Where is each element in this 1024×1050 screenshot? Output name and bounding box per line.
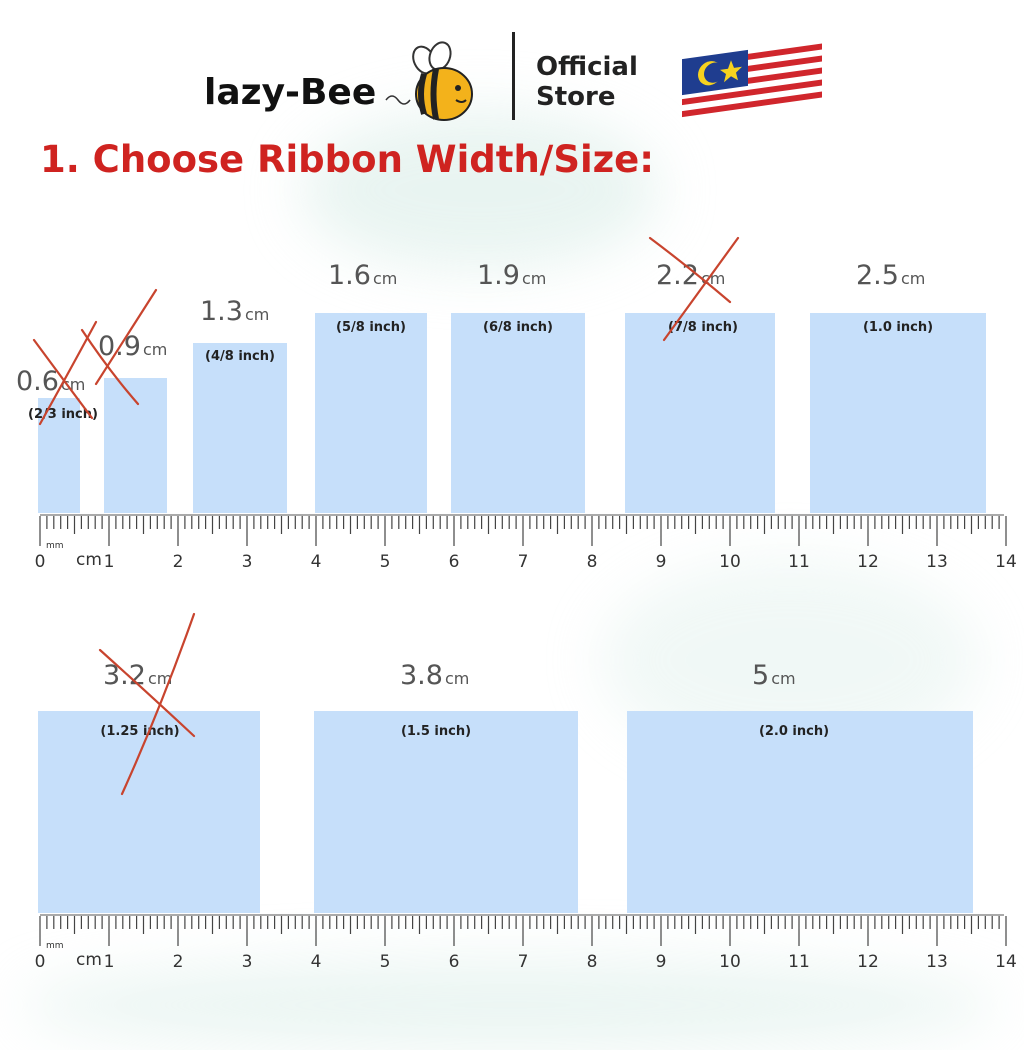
ruler-number: 12 bbox=[857, 952, 879, 972]
ruler-number: 8 bbox=[587, 552, 598, 572]
ruler-number: 0 bbox=[35, 552, 46, 572]
ruler-number: 13 bbox=[926, 952, 948, 972]
ribbon-size-label: 0.9 cm bbox=[98, 331, 168, 362]
official-store-label: Official Store bbox=[536, 52, 638, 112]
ruler-number: 2 bbox=[173, 952, 184, 972]
ruler-number: 5 bbox=[380, 552, 391, 572]
section-title: 1. Choose Ribbon Width/Size: bbox=[40, 138, 655, 181]
brand-logo-text: lazy-Bee bbox=[204, 72, 377, 113]
ruler-number: 1 bbox=[104, 552, 115, 572]
ribbon-inch-label: (5/8 inch) bbox=[336, 320, 406, 335]
ruler-number: 12 bbox=[857, 552, 879, 572]
store-line2: Store bbox=[536, 82, 616, 112]
ruler-mm-label: mm bbox=[46, 541, 64, 551]
ruler-number: 9 bbox=[656, 552, 667, 572]
header-divider bbox=[512, 32, 515, 120]
ribbon-size-label: 3.2 cm bbox=[103, 660, 173, 691]
ribbon-1.3cm[interactable] bbox=[193, 343, 287, 513]
ribbon-size-label: 5 cm bbox=[752, 660, 796, 691]
ruler-number: 8 bbox=[587, 952, 598, 972]
store-line1: Official bbox=[536, 52, 638, 82]
ruler-number: 10 bbox=[719, 552, 741, 572]
ruler-number: 1 bbox=[104, 952, 115, 972]
ruler-number: 13 bbox=[926, 552, 948, 572]
ruler-mm-label: mm bbox=[46, 941, 64, 951]
ribbon-1.6cm[interactable] bbox=[315, 313, 427, 513]
ribbon-1.9cm[interactable] bbox=[451, 313, 585, 513]
ribbon-size-label: 3.8 cm bbox=[400, 660, 470, 691]
ribbon-size-label: 2.5 cm bbox=[856, 260, 926, 291]
ruler-cm-label: cm bbox=[76, 550, 102, 570]
ruler-number: 7 bbox=[518, 952, 529, 972]
ribbon-inch-label: (1.5 inch) bbox=[400, 724, 472, 739]
ruler-number: 2 bbox=[173, 552, 184, 572]
header: lazy-Bee Official Store bbox=[0, 0, 1024, 135]
ribbon-3.2cm[interactable] bbox=[38, 711, 260, 913]
ruler-cm-label: cm bbox=[76, 950, 102, 970]
ribbon-size-label: 2.2 cm bbox=[656, 260, 726, 291]
bee-icon bbox=[385, 41, 473, 121]
ruler-number: 11 bbox=[788, 952, 810, 972]
ribbon-inch-label: (1.0 inch) bbox=[862, 320, 934, 335]
ribbon-inch-label: (4/8 inch) bbox=[205, 349, 275, 364]
ruler-number: 14 bbox=[995, 952, 1017, 972]
ruler-number: 11 bbox=[788, 552, 810, 572]
ribbon-inch-label: (7/8 inch) bbox=[668, 320, 738, 335]
ribbon-2.2cm[interactable] bbox=[625, 313, 775, 513]
background-wash bbox=[20, 960, 1000, 1050]
ruler-number: 4 bbox=[311, 952, 322, 972]
ruler-number: 14 bbox=[995, 552, 1017, 572]
ruler-number: 6 bbox=[449, 552, 460, 572]
ruler-number: 3 bbox=[242, 952, 253, 972]
ribbon-inch-label: (2/3 inch) bbox=[28, 407, 98, 422]
ruler-number: 9 bbox=[656, 952, 667, 972]
ribbon-2.5cm[interactable] bbox=[810, 313, 986, 513]
ribbon-0.9cm[interactable] bbox=[104, 378, 167, 513]
ribbon-size-label: 1.9 cm bbox=[477, 260, 547, 291]
ribbon-size-label: 1.6 cm bbox=[328, 260, 398, 291]
ribbon-size-label: 0.6 cm bbox=[16, 366, 86, 397]
ribbon-inch-label: (6/8 inch) bbox=[483, 320, 553, 335]
ribbon-5cm[interactable] bbox=[627, 711, 973, 913]
background-wash bbox=[300, 110, 660, 270]
ruler-number: 7 bbox=[518, 552, 529, 572]
ribbon-inch-label: (2.0 inch) bbox=[758, 724, 830, 739]
ribbon-inch-label: (1.25 inch) bbox=[100, 724, 180, 739]
ruler-number: 3 bbox=[242, 552, 253, 572]
ribbon-size-label: 1.3 cm bbox=[200, 296, 270, 327]
ruler-number: 4 bbox=[311, 552, 322, 572]
ruler-number: 10 bbox=[719, 952, 741, 972]
ruler-number: 0 bbox=[35, 952, 46, 972]
ruler-number: 5 bbox=[380, 952, 391, 972]
ruler-number: 6 bbox=[449, 952, 460, 972]
ribbon-3.8cm[interactable] bbox=[314, 711, 578, 913]
malaysia-flag-icon bbox=[682, 39, 822, 120]
